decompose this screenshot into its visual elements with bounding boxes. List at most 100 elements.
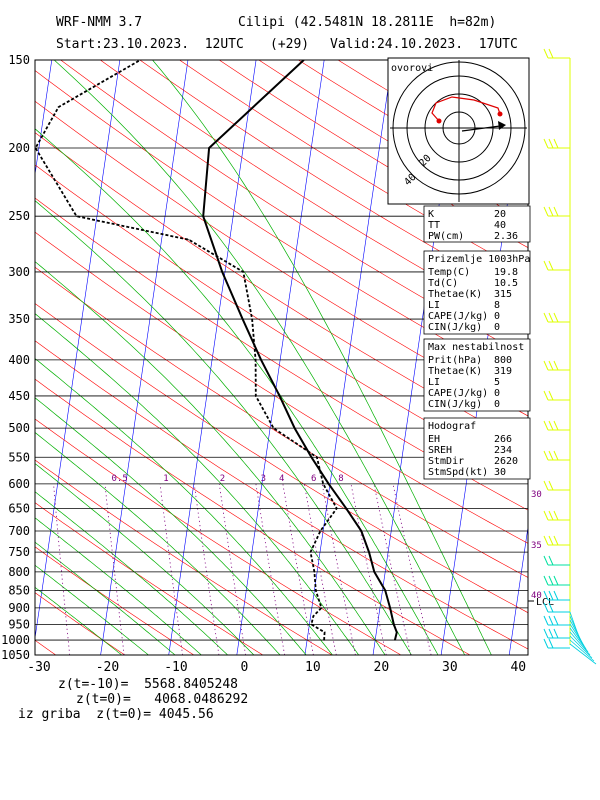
wind-barb-feather: [548, 390, 554, 401]
dewpoint-curve: [35, 60, 338, 641]
dewpoint-point: [57, 106, 60, 108]
mixing-ratio-label: 1: [163, 474, 168, 484]
pressure-tick-label: 200: [8, 141, 30, 155]
wind-barb-feather: [548, 555, 554, 566]
wind-barb-feather: [553, 360, 559, 371]
pressure-tick-label: 800: [8, 565, 30, 579]
wind-barb: [543, 510, 570, 521]
surface-panel-value: 8: [494, 300, 500, 311]
hodograph-end-point: [497, 111, 503, 117]
hodograf-panel-label: SREH: [428, 445, 452, 456]
wind-barb: [543, 360, 570, 371]
wind-barb-feather: [543, 450, 549, 461]
dewpoint-point: [323, 631, 326, 633]
wind-barb-feather: [548, 535, 554, 546]
hodograf-panel-value: 234: [494, 445, 512, 456]
dewpoint-point: [310, 623, 313, 625]
side-temp-label: 40: [531, 591, 542, 601]
dewpoint-point: [323, 639, 325, 641]
temperature-point: [202, 215, 204, 217]
side-temp-label: 35: [531, 541, 542, 551]
pressure-tick-label: 850: [8, 583, 30, 597]
pressure-tick-label: 950: [8, 617, 30, 631]
wind-barb: [543, 602, 570, 613]
wind-barb: [543, 450, 570, 461]
temperature-point: [396, 631, 398, 633]
surface-panel-value: 10.5: [494, 278, 518, 289]
wind-barb-feather: [553, 575, 559, 586]
storm-motion-arrowhead: [498, 121, 506, 130]
wind-barb-feather: [543, 138, 549, 149]
storm-motion-vector: [461, 125, 501, 132]
wind-barb: [543, 590, 570, 601]
height-t-zero-grib: iz griba z(t=0)= 4045.56: [18, 707, 214, 722]
wind-barb-feather: [543, 260, 549, 271]
dewpoint-point: [320, 607, 322, 609]
wind-barb-feather: [543, 510, 549, 521]
model-name: WRF-NMM 3.7: [56, 15, 143, 30]
max-unstable-panel-label: Prit(hPa): [428, 355, 482, 366]
mixing-ratio-line: [392, 483, 432, 655]
wind-barb-feather: [548, 48, 554, 59]
hodograf-panel-value: 266: [494, 434, 512, 445]
isotherm-line: [168, 60, 257, 655]
wind-barb-feather: [553, 535, 559, 546]
isotherm-line: [577, 60, 600, 655]
dewpoint-point: [316, 456, 318, 458]
surface-panel-value: 0: [494, 322, 500, 333]
hodograf-panel-label: StmDir: [428, 456, 464, 467]
max-unstable-panel-box: [423, 338, 531, 412]
dewpoint-point: [272, 427, 275, 429]
index-panel-label: TT: [428, 220, 440, 231]
dewpoint-point: [313, 571, 315, 573]
wind-barb: [543, 615, 570, 626]
wind-barb-feather: [569, 623, 587, 650]
wind-barb-feather: [543, 206, 549, 217]
wind-barb: [543, 260, 570, 271]
index-panel-label: K: [428, 209, 434, 220]
wind-barb-feather: [548, 575, 554, 586]
pressure-tick-label: 1050: [1, 648, 30, 662]
temperature-tick-label: 30: [442, 660, 458, 675]
surface-panel-box: [423, 250, 531, 335]
dewpoint-point: [319, 530, 321, 532]
index-panel-value: 20: [494, 209, 506, 220]
wind-barb-feather: [553, 590, 559, 601]
height-t-minus10: z(t=-10)= 5568.8405248: [58, 677, 239, 692]
surface-panel-value: 315: [494, 289, 512, 300]
max-unstable-panel-label: LI: [428, 377, 440, 388]
mixing-ratio-label: 2: [220, 474, 225, 484]
temperature-tick-label: 10: [305, 660, 321, 675]
wind-barb-feather: [543, 615, 549, 626]
moist-adiabat-line: [35, 358, 333, 655]
mixing-ratio-line: [255, 483, 286, 655]
mixing-ratio-line: [303, 483, 337, 655]
isotherm-line: [304, 60, 393, 655]
max-unstable-panel-title: Max nestabilnost: [428, 342, 524, 353]
wind-barb-feather: [548, 638, 554, 649]
max-unstable-panel-value: 800: [494, 355, 512, 366]
pressure-tick-label: 750: [8, 545, 30, 559]
pressure-tick-label: 600: [8, 477, 30, 491]
lcl-label: LCL: [536, 597, 554, 608]
wind-barb: [543, 638, 570, 649]
side-temp-label: 30: [531, 490, 542, 500]
wind-barb: [543, 206, 570, 217]
index-panel-value: 40: [494, 220, 506, 231]
surface-panel-label: Temp(C): [428, 267, 470, 278]
wind-barb: [543, 48, 570, 59]
max-unstable-panel-value: 0: [494, 399, 500, 410]
isotherm-line: [508, 524, 528, 655]
temperature-point: [310, 456, 313, 458]
dewpoint-point: [322, 483, 324, 485]
temperature-point: [368, 551, 370, 553]
wind-barb-feather: [548, 480, 554, 491]
height-t-zero: z(t=0)= 4068.0486292: [76, 692, 249, 707]
index-panel-value: 2.36: [494, 231, 518, 242]
pressure-tick-label: 150: [8, 53, 30, 67]
wind-barb-feather: [548, 510, 554, 521]
hodograph-start-point: [436, 118, 442, 124]
surface-panel-label: CAPE(J/kg): [428, 311, 488, 322]
pressure-tick-label: 300: [8, 265, 30, 279]
